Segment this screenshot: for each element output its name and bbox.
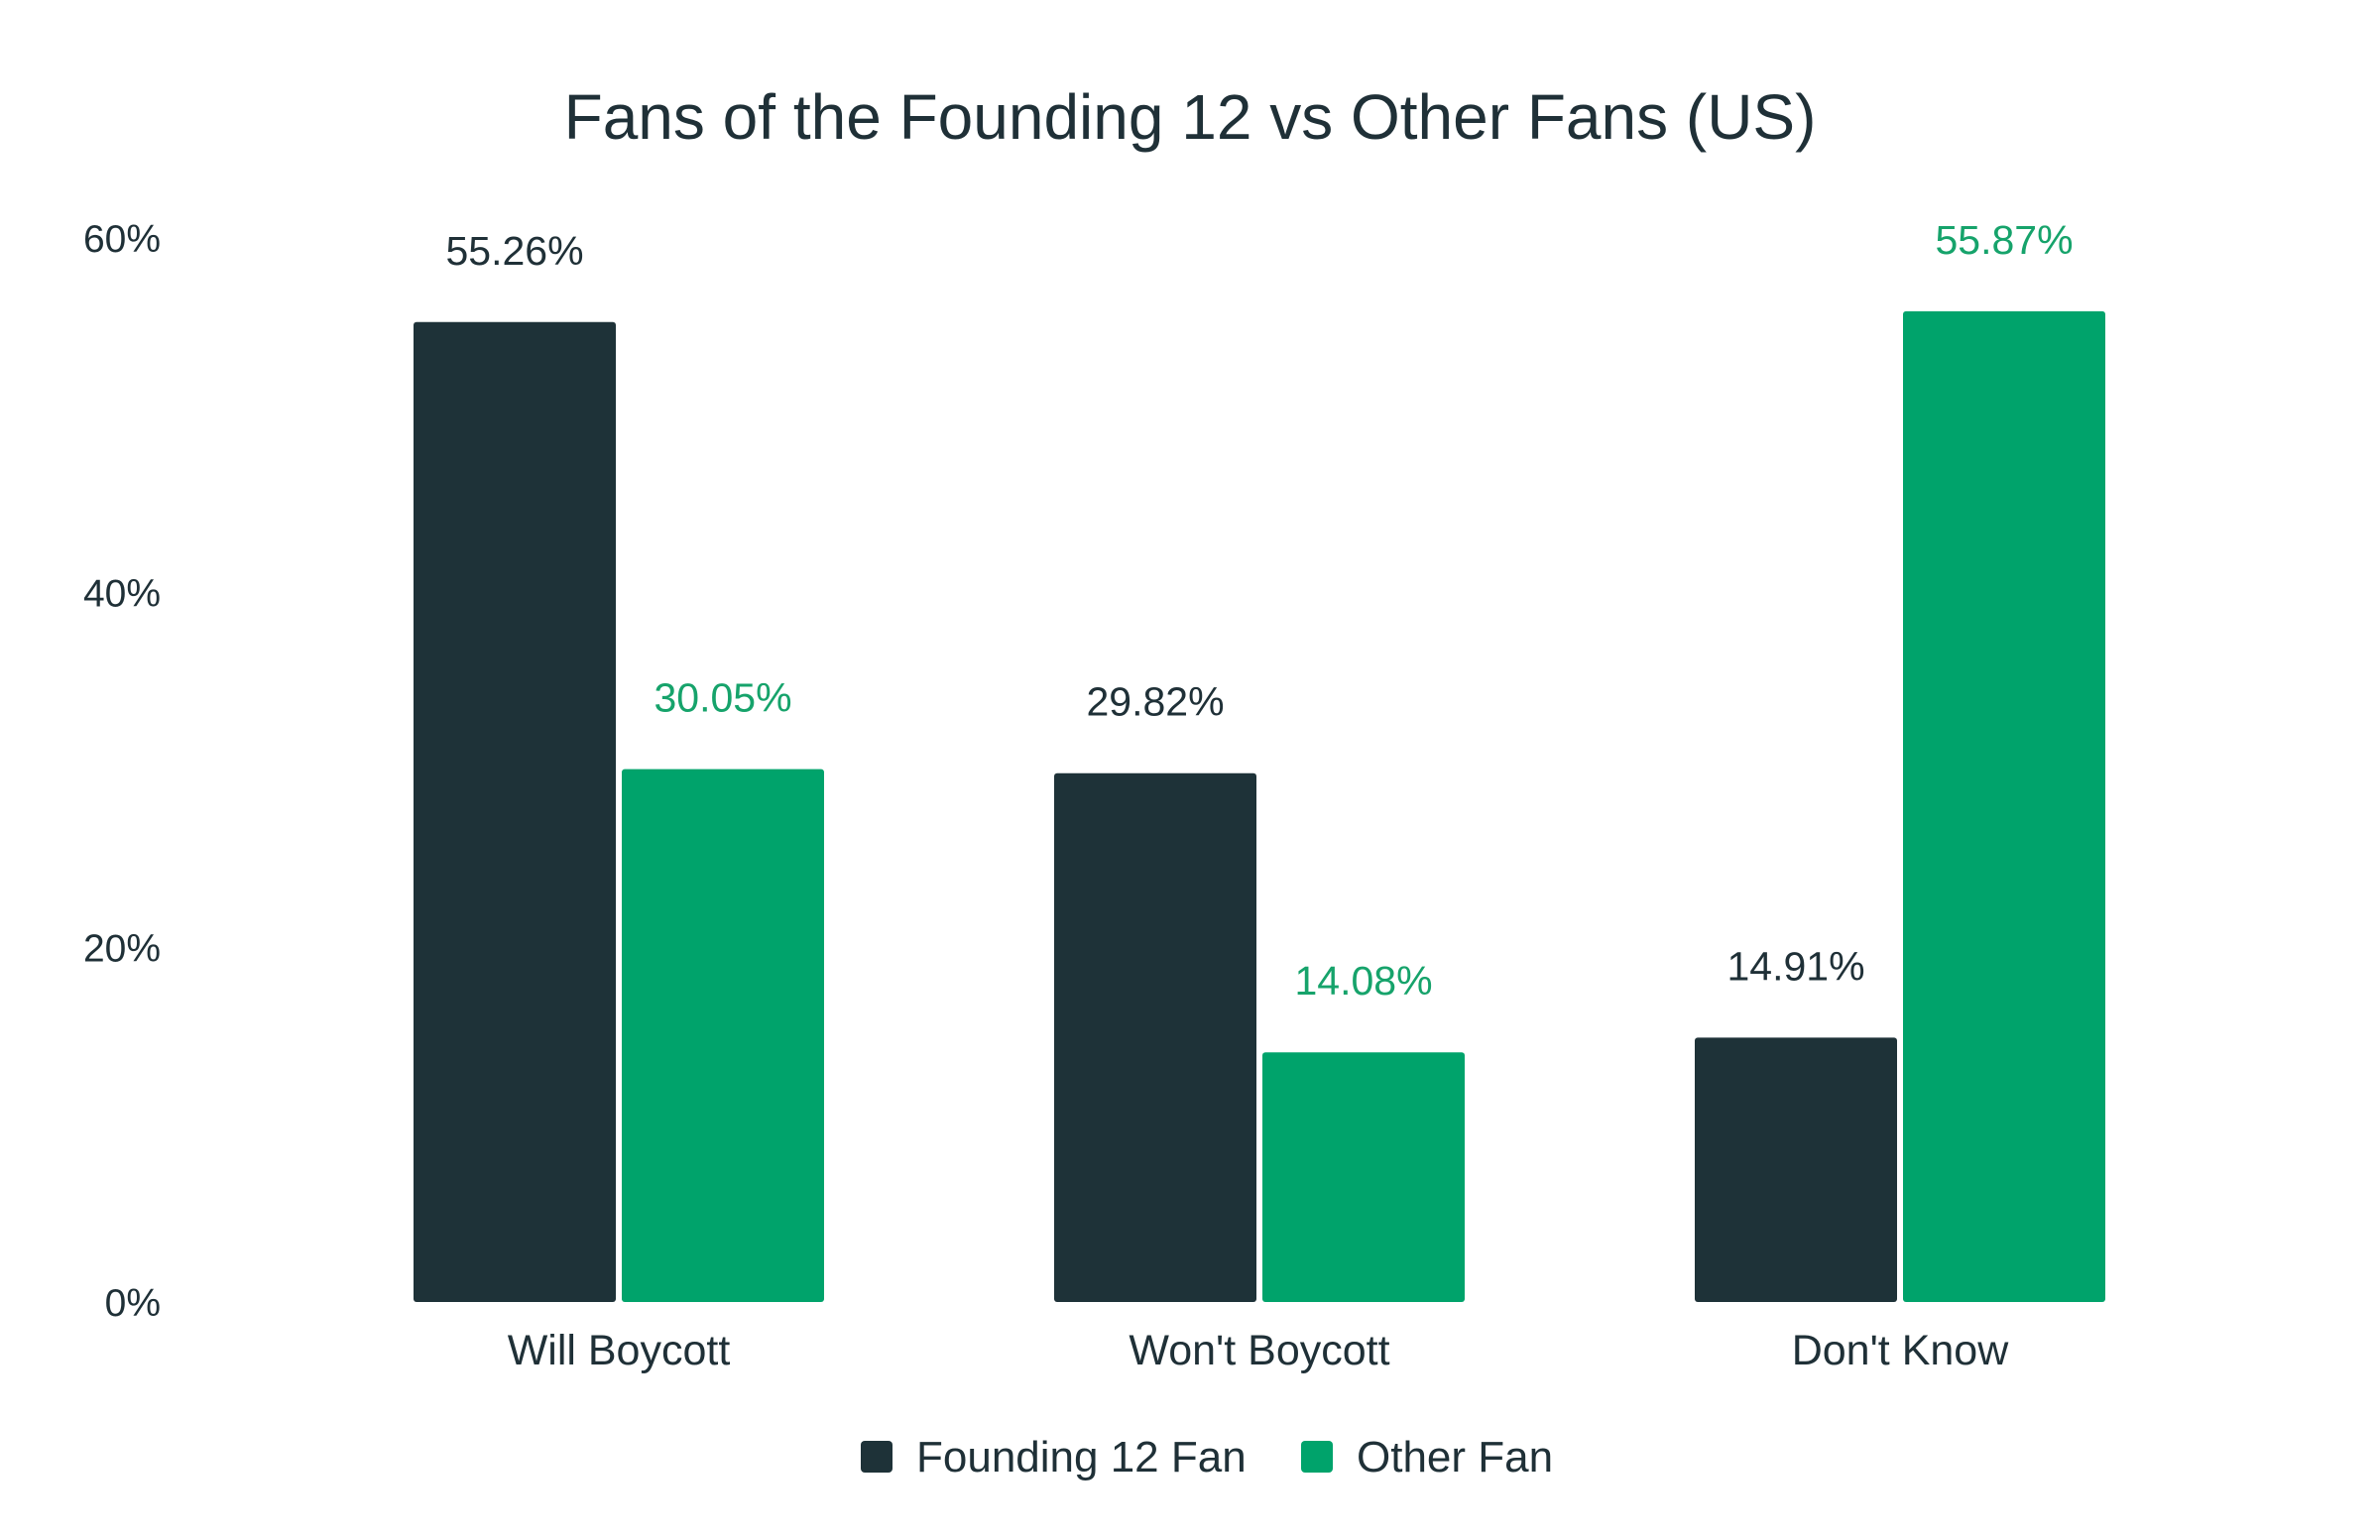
- bar-other-fan: [622, 769, 824, 1302]
- bar-other-fan: [1262, 1052, 1465, 1302]
- data-label: 55.26%: [445, 228, 583, 274]
- bar-founding-12-fan: [1054, 772, 1256, 1302]
- data-label: 29.82%: [1086, 679, 1224, 725]
- bars: 55.26% 30.05% 29.82% 14.08% 14.91% 55.87%: [414, 217, 2105, 1303]
- bar-founding-12-fan: [414, 321, 616, 1303]
- y-tick-label: 40%: [83, 573, 161, 616]
- legend-label: Other Fan: [1357, 1433, 1553, 1481]
- legend-swatch: [1301, 1441, 1333, 1473]
- data-label: 14.08%: [1294, 958, 1432, 1004]
- chart-title: Fans of the Founding 12 vs Other Fans (U…: [564, 81, 1817, 153]
- legend-label: Founding 12 Fan: [916, 1433, 1247, 1481]
- y-tick-label: 60%: [83, 218, 161, 261]
- bar-other-fan: [1903, 310, 2105, 1302]
- y-tick-label: 20%: [83, 927, 161, 970]
- data-label: 14.91%: [1726, 943, 1864, 989]
- legend-swatch: [861, 1441, 892, 1473]
- x-category-label: Won't Boycott: [1129, 1327, 1389, 1374]
- x-axis: Will Boycott Won't Boycott Don't Know: [508, 1327, 2010, 1374]
- data-label: 55.87%: [1935, 217, 2073, 263]
- data-label: 30.05%: [654, 675, 791, 721]
- y-tick-label: 0%: [105, 1282, 161, 1325]
- y-axis: 0% 20% 40% 60%: [83, 218, 161, 1325]
- legend: Founding 12 Fan Other Fan: [861, 1433, 1553, 1481]
- bar-founding-12-fan: [1695, 1037, 1897, 1302]
- legend-item-other-fan: Other Fan: [1301, 1433, 1553, 1481]
- x-category-label: Will Boycott: [508, 1327, 731, 1374]
- legend-item-founding-12-fan: Founding 12 Fan: [861, 1433, 1247, 1481]
- x-category-label: Don't Know: [1792, 1327, 2009, 1374]
